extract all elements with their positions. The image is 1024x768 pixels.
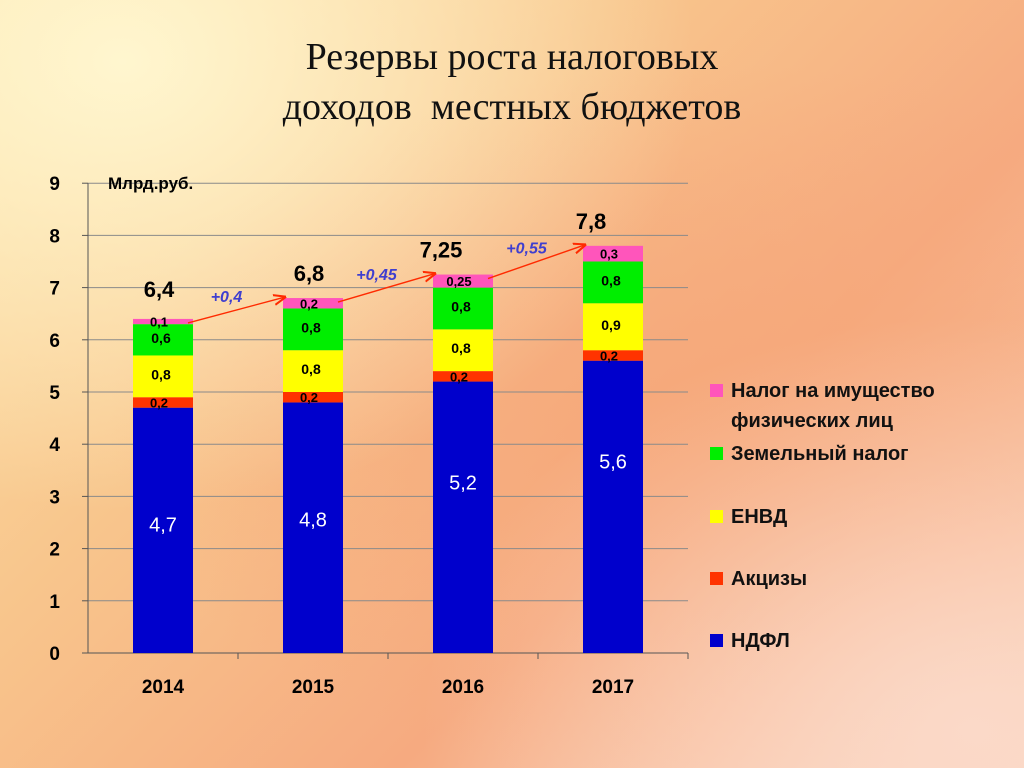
y-tick-label-1: 1 <box>49 592 60 613</box>
growth-label-1: +0,45 <box>356 267 398 284</box>
y-tick-label-0: 0 <box>49 644 60 665</box>
title-line-1: Резервы роста налоговых <box>305 36 719 78</box>
legend-swatch-land-tax <box>710 447 723 460</box>
bar-2017-series-0 <box>583 360 643 653</box>
legend-label-land-tax: Земельный налог <box>731 443 909 465</box>
bar-2015-series-4 <box>283 298 343 309</box>
bar-2017-series-2 <box>583 303 643 351</box>
bar-2014-series-4 <box>133 318 193 325</box>
legend-item-ndfl: НДФЛ <box>710 626 790 656</box>
data-label-2016-series-1: 0,2 <box>450 369 468 384</box>
growth-label-2: +0,55 <box>506 241 548 258</box>
legend-item-excise: Акцизы <box>710 564 807 594</box>
legend-label-excise: Акцизы <box>731 568 808 590</box>
data-label-2017-series-3: 0,8 <box>601 272 621 288</box>
bar-2015-series-0 <box>283 402 343 653</box>
bar-2015-series-3 <box>283 308 343 351</box>
legend-swatch-property-tax <box>710 384 723 397</box>
page-title: Резервы роста налоговых доходов местных … <box>0 32 1024 132</box>
y-tick-label-5: 5 <box>49 383 60 404</box>
bars <box>133 245 643 653</box>
bar-2014-series-1 <box>133 397 193 408</box>
y-tick-label-9: 9 <box>49 174 60 195</box>
y-tick-label-4: 4 <box>49 435 60 456</box>
bar-2017-series-1 <box>583 350 643 361</box>
bar-2016-series-2 <box>433 329 493 372</box>
axes: 0 1 2 3 4 5 6 7 8 9 2014 2015 2016 2017 <box>49 174 689 698</box>
data-label-2014-series-1: 0,2 <box>150 395 168 410</box>
legend-item-land-tax: Земельный налог <box>710 439 909 469</box>
legend-item-property-tax: Налог на имущество физических лиц <box>710 376 935 436</box>
unit-label: Млрд.руб. <box>108 174 193 193</box>
legend-swatch-envd <box>710 510 723 523</box>
bar-2015-series-2 <box>283 350 343 392</box>
growth-arrow-2 <box>487 245 585 280</box>
data-label-2016-series-2: 0,8 <box>451 340 471 356</box>
bar-2015-series-1 <box>283 392 343 403</box>
total-label-2016: 7,25 <box>420 238 463 263</box>
data-label-2014-series-0: 4,7 <box>149 515 177 537</box>
data-label-2015-series-4: 0,2 <box>300 296 318 311</box>
bar-2014-series-0 <box>133 407 193 653</box>
data-label-2014-series-2: 0,8 <box>151 366 171 382</box>
y-tick-label-2: 2 <box>49 540 60 561</box>
legend-label-property-tax-1: Налог на имущество <box>731 380 935 402</box>
y-tick-label-7: 7 <box>49 279 60 300</box>
total-label-2014: 6,4 <box>144 277 175 302</box>
data-label-2014-series-4: 0,1 <box>150 315 168 330</box>
data-label-2017-series-1: 0,2 <box>600 348 618 363</box>
growth-label-0: +0,4 <box>211 289 243 306</box>
legend-item-envd: ЕНВД <box>710 502 787 532</box>
x-tick-label-2016: 2016 <box>442 677 484 698</box>
data-label-2017-series-2: 0,9 <box>601 317 621 333</box>
legend-label-property-tax-2: физических лиц <box>731 410 893 432</box>
bar-2014-series-2 <box>133 355 193 398</box>
data-label-2015-series-1: 0,2 <box>300 390 318 405</box>
bar-2017-series-3 <box>583 261 643 304</box>
legend-swatch-ndfl <box>710 634 723 647</box>
data-label-2016-series-4: 0,25 <box>446 274 471 289</box>
legend-label-ndfl: НДФЛ <box>731 630 790 652</box>
data-label-2014-series-3: 0,6 <box>151 330 171 346</box>
total-label-2017: 7,8 <box>576 209 607 234</box>
x-tick-label-2014: 2014 <box>142 677 185 698</box>
legend-label-envd: ЕНВД <box>731 506 788 528</box>
bar-2016-series-4 <box>433 274 493 288</box>
bar-2016-series-0 <box>433 381 493 653</box>
y-tick-label-3: 3 <box>49 487 60 508</box>
data-label-2015-series-3: 0,8 <box>301 319 321 335</box>
total-label-2015: 6,8 <box>294 261 325 286</box>
growth-arrows: +0,4 +0,45 +0,55 <box>187 241 585 324</box>
bar-2014-series-3 <box>133 324 193 356</box>
growth-arrow-1 <box>337 274 435 303</box>
data-label-2016-series-0: 5,2 <box>449 473 477 495</box>
bar-2017-series-4 <box>583 245 643 262</box>
title-line-2: доходов местных бюджетов <box>282 86 742 128</box>
legend-swatch-excise <box>710 572 723 585</box>
growth-arrow-0 <box>187 297 285 324</box>
data-label-2016-series-3: 0,8 <box>451 298 471 314</box>
x-tick-label-2015: 2015 <box>292 677 335 698</box>
x-tick-label-2017: 2017 <box>592 677 634 698</box>
data-label-2015-series-2: 0,8 <box>301 361 321 377</box>
data-labels: 4,7 0,2 0,8 0,60,1 6,4 4,8 0,2 0,8 0,8 0,2 6,8 5,2 0… <box>144 209 627 537</box>
bar-2016-series-3 <box>433 287 493 330</box>
bar-2016-series-1 <box>433 371 493 382</box>
data-label-2017-series-4: 0,3 <box>600 247 618 262</box>
data-label-2017-series-0: 5,6 <box>599 452 627 474</box>
y-tick-label-8: 8 <box>49 226 60 247</box>
data-label-2015-series-0: 4,8 <box>299 509 327 531</box>
y-tick-label-6: 6 <box>49 331 60 352</box>
